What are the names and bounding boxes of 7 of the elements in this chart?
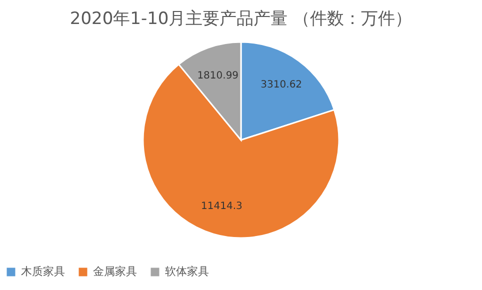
legend-label: 金属家具 [93,265,137,278]
data-label: 1810.99 [197,70,239,82]
data-label: 11414.3 [201,200,242,212]
chart-title: 2020年1-10月主要产品产量 （件数：万件） [70,9,412,29]
legend-label: 木质家具 [21,265,65,278]
data-label: 3310.62 [260,80,302,91]
legend-label: 软体家具 [165,265,209,278]
